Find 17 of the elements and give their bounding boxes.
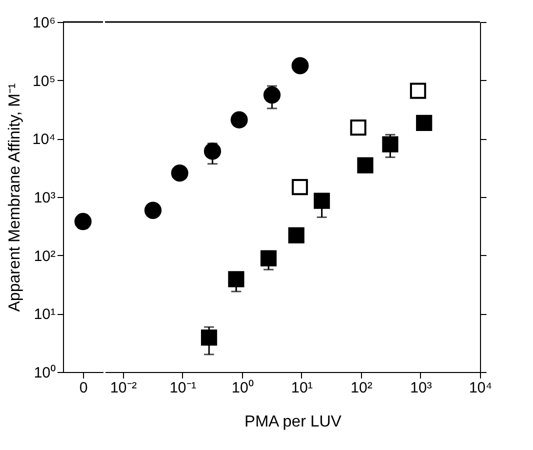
y-tick-label: 10³ bbox=[34, 190, 56, 206]
y-axis-title: Apparent Membrane Affinity, M⁻¹ bbox=[6, 83, 24, 312]
x-tick-label: 10⁻² bbox=[110, 380, 137, 396]
x-axis-title: PMA per LUV bbox=[244, 414, 342, 430]
y-tick-label: 10² bbox=[34, 248, 56, 265]
y-tick-label: 10⁶ bbox=[32, 14, 56, 32]
y-tick-label: 10¹ bbox=[34, 306, 56, 324]
y-tick-label: 10⁵ bbox=[32, 72, 56, 90]
x-tick-label: 10⁴ bbox=[468, 380, 492, 396]
x-tick-label: 10² bbox=[350, 380, 372, 396]
y-tick-label: 10⁴ bbox=[32, 131, 56, 148]
x-tick-label: 10³ bbox=[410, 380, 432, 396]
x-tick-label: 10⁰ bbox=[232, 380, 254, 396]
x-tick-label: 10¹ bbox=[291, 380, 313, 396]
x-tick-label: 10⁻¹ bbox=[170, 380, 196, 396]
x-tick-label: 0 bbox=[79, 380, 88, 396]
y-tick-label: 10⁰ bbox=[34, 364, 56, 382]
